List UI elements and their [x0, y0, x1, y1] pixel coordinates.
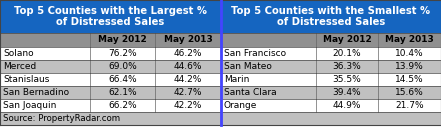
Bar: [0, 60, 221, 73]
Text: Solano: Solano: [3, 49, 34, 58]
Text: 39.4%: 39.4%: [333, 88, 361, 97]
Text: May 2012: May 2012: [323, 36, 371, 45]
Bar: [221, 47, 441, 60]
Text: 76.2%: 76.2%: [108, 49, 137, 58]
Text: 42.7%: 42.7%: [174, 88, 202, 97]
Text: 44.9%: 44.9%: [333, 101, 361, 110]
Text: 20.1%: 20.1%: [333, 49, 361, 58]
Text: 36.3%: 36.3%: [333, 62, 361, 71]
Bar: [0, 112, 221, 125]
Bar: [221, 0, 441, 33]
Text: Santa Clara: Santa Clara: [224, 88, 277, 97]
Bar: [221, 112, 441, 125]
Text: May 2013: May 2013: [385, 36, 434, 45]
Text: 66.4%: 66.4%: [108, 75, 137, 84]
Text: San Joaquin: San Joaquin: [3, 101, 56, 110]
Bar: [0, 86, 221, 99]
Bar: [221, 33, 441, 47]
Text: 42.2%: 42.2%: [174, 101, 202, 110]
Text: San Bernadino: San Bernadino: [3, 88, 69, 97]
Text: Stanislaus: Stanislaus: [3, 75, 49, 84]
Bar: [0, 0, 221, 33]
Text: May 2012: May 2012: [98, 36, 147, 45]
Text: 15.6%: 15.6%: [395, 88, 424, 97]
Text: Top 5 Counties with the Smallest %
of Distressed Sales: Top 5 Counties with the Smallest % of Di…: [232, 6, 430, 27]
Text: Orange: Orange: [224, 101, 258, 110]
Text: May 2013: May 2013: [164, 36, 213, 45]
Text: 14.5%: 14.5%: [395, 75, 424, 84]
Text: 35.5%: 35.5%: [333, 75, 361, 84]
Text: 69.0%: 69.0%: [108, 62, 137, 71]
Text: Top 5 Counties with the Largest %
of Distressed Sales: Top 5 Counties with the Largest % of Dis…: [14, 6, 207, 27]
Bar: [0, 73, 221, 86]
Text: 66.2%: 66.2%: [108, 101, 137, 110]
Text: Merced: Merced: [3, 62, 36, 71]
Text: Marin: Marin: [224, 75, 249, 84]
Bar: [0, 33, 221, 47]
Bar: [0, 99, 221, 112]
Text: San Mateo: San Mateo: [224, 62, 272, 71]
Text: San Francisco: San Francisco: [224, 49, 286, 58]
Text: 13.9%: 13.9%: [395, 62, 424, 71]
Bar: [221, 86, 441, 99]
Text: Source: PropertyRadar.com: Source: PropertyRadar.com: [3, 114, 120, 123]
Text: 44.6%: 44.6%: [174, 62, 202, 71]
Text: 10.4%: 10.4%: [395, 49, 424, 58]
Bar: [221, 99, 441, 112]
Bar: [221, 60, 441, 73]
Text: 44.2%: 44.2%: [174, 75, 202, 84]
Text: 62.1%: 62.1%: [108, 88, 137, 97]
Bar: [0, 47, 221, 60]
Text: 46.2%: 46.2%: [174, 49, 202, 58]
Text: 21.7%: 21.7%: [395, 101, 424, 110]
Bar: [221, 73, 441, 86]
